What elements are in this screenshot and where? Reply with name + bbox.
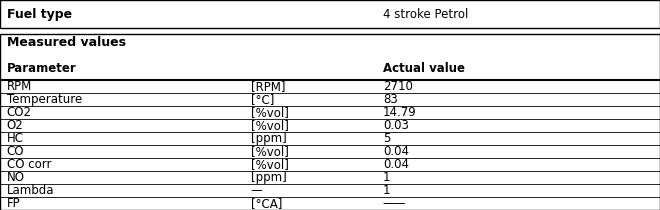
Text: O2: O2 (7, 119, 23, 132)
Text: 2710: 2710 (383, 80, 412, 93)
Text: CO: CO (7, 145, 24, 158)
Text: Parameter: Parameter (7, 62, 77, 75)
Text: HC: HC (7, 132, 24, 145)
Text: [°C]: [°C] (251, 93, 274, 106)
Text: Fuel type: Fuel type (7, 8, 72, 21)
Text: —: — (251, 184, 263, 197)
Text: [%vol]: [%vol] (251, 106, 288, 119)
Text: [°CA]: [°CA] (251, 197, 282, 210)
Text: [%vol]: [%vol] (251, 119, 288, 132)
Text: CO corr: CO corr (7, 158, 51, 171)
Bar (0, 0, 660, 28)
Text: [ppm]: [ppm] (251, 171, 286, 184)
Bar (0, 34, 660, 210)
Text: 4 stroke Petrol: 4 stroke Petrol (383, 8, 468, 21)
Text: ——: —— (383, 197, 407, 210)
Text: [RPM]: [RPM] (251, 80, 285, 93)
Text: 14.79: 14.79 (383, 106, 416, 119)
Text: [%vol]: [%vol] (251, 145, 288, 158)
Text: Temperature: Temperature (7, 93, 82, 106)
Text: NO: NO (7, 171, 24, 184)
Text: 83: 83 (383, 93, 397, 106)
Text: CO2: CO2 (7, 106, 32, 119)
Text: 0.04: 0.04 (383, 145, 409, 158)
Text: Actual value: Actual value (383, 62, 465, 75)
Text: [%vol]: [%vol] (251, 158, 288, 171)
Text: RPM: RPM (7, 80, 32, 93)
Text: 1: 1 (383, 184, 390, 197)
Text: Measured values: Measured values (7, 36, 125, 49)
Text: 0.04: 0.04 (383, 158, 409, 171)
Text: [ppm]: [ppm] (251, 132, 286, 145)
Text: 0.03: 0.03 (383, 119, 409, 132)
Text: 1: 1 (383, 171, 390, 184)
Text: 5: 5 (383, 132, 390, 145)
Text: FP: FP (7, 197, 20, 210)
Text: Lambda: Lambda (7, 184, 54, 197)
